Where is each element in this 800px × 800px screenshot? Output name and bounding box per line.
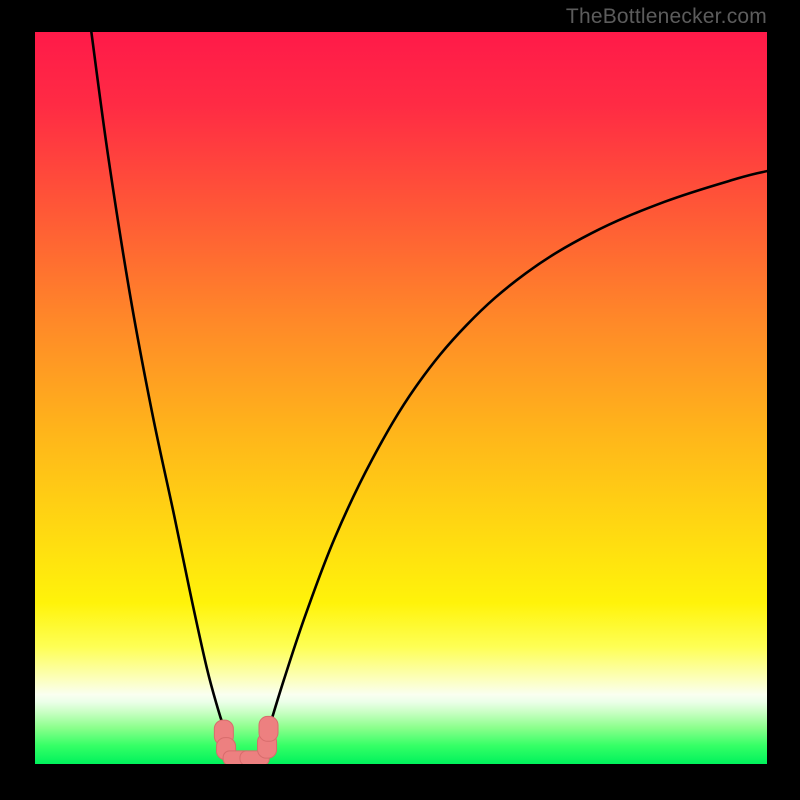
data-point-blob (259, 716, 278, 741)
curve-left-branch (91, 32, 224, 727)
curve-right-branch (269, 171, 767, 727)
plot-area (35, 32, 767, 764)
chart-svg (35, 32, 767, 764)
watermark-text: TheBottlenecker.com (566, 5, 767, 29)
